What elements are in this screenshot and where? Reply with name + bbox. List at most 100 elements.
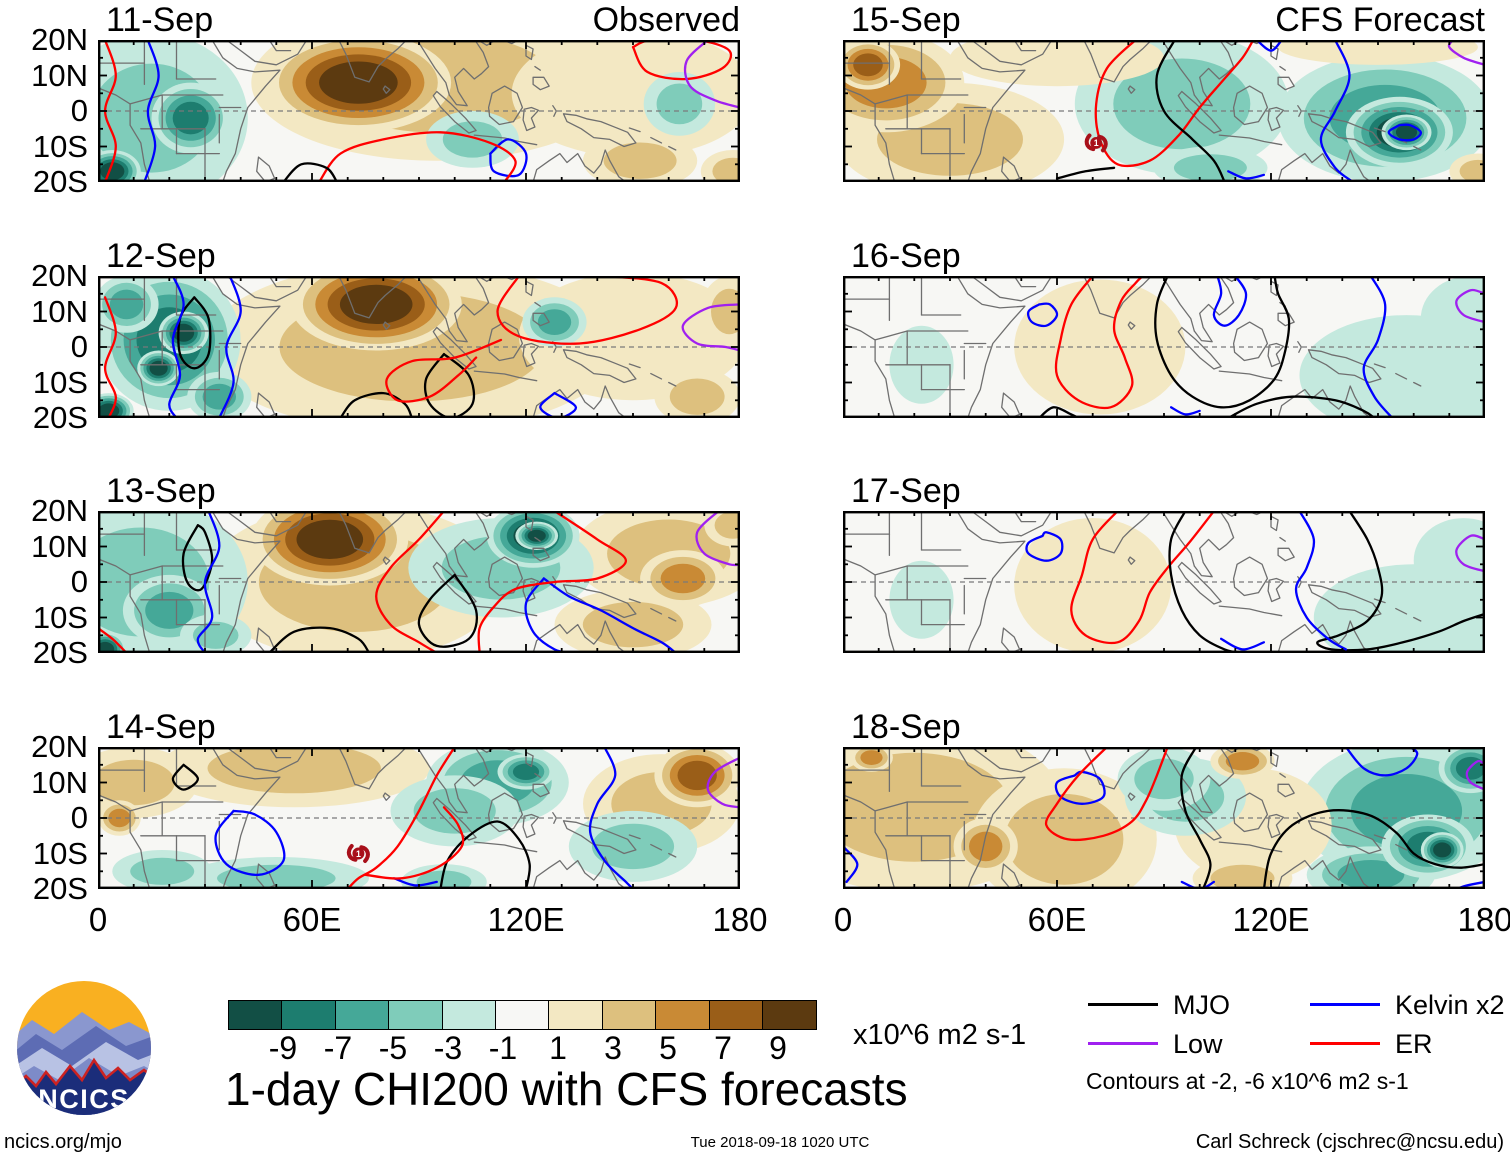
colorbar-cell-8 bbox=[655, 1000, 711, 1030]
contour-kelvin bbox=[1054, 770, 1106, 805]
contour-mjo bbox=[1316, 511, 1485, 652]
coastlines bbox=[843, 747, 1422, 889]
panel-date-11-Sep: 11-Sep bbox=[106, 1, 214, 39]
legend-line-low bbox=[1088, 1042, 1158, 1046]
contour-er bbox=[98, 626, 128, 653]
map-frame bbox=[843, 276, 1485, 418]
map-panel-18-Sep bbox=[843, 747, 1485, 889]
logo-text: NCICS bbox=[38, 1084, 130, 1114]
contour-kelvin bbox=[1212, 276, 1248, 327]
y-axis-label-20N: 20N bbox=[31, 258, 88, 293]
contour-mjo bbox=[417, 573, 479, 648]
contour-kelvin bbox=[168, 276, 185, 418]
contour-kelvin bbox=[218, 276, 242, 418]
y-axis-label-20S: 20S bbox=[32, 635, 88, 670]
y-axis-label-20S: 20S bbox=[32, 400, 88, 435]
footer-credit: Carl Schreck (cjschrec@ncsu.edu) bbox=[1195, 1131, 1504, 1153]
legend-label-low: Low bbox=[1173, 1029, 1223, 1059]
y-axis-label-0: 0 bbox=[70, 564, 88, 599]
map-panel-17-Sep bbox=[843, 511, 1485, 653]
colorbar-level--9: -9 bbox=[268, 1030, 298, 1066]
contour-kelvin bbox=[1180, 880, 1216, 889]
y-axis-label-10N: 10N bbox=[31, 57, 88, 93]
panel-date-15-Sep: 15-Sep bbox=[851, 1, 961, 39]
coastlines bbox=[843, 511, 1422, 653]
contour-er bbox=[477, 511, 628, 653]
map-panel-16-Sep bbox=[843, 276, 1485, 418]
y-axis-label-20S: 20S bbox=[32, 871, 88, 906]
contour-er bbox=[385, 338, 503, 403]
colorbar-level--3: -3 bbox=[433, 1030, 463, 1066]
contour-kelvin bbox=[392, 877, 438, 887]
contour-er bbox=[375, 511, 446, 653]
y-axis-label-20N: 20N bbox=[31, 22, 88, 57]
contour-low bbox=[1447, 40, 1485, 66]
contour-kelvin bbox=[214, 809, 286, 876]
observed-heading: Observed bbox=[592, 1, 740, 39]
contour-low bbox=[706, 756, 740, 809]
contour-kelvin bbox=[1219, 637, 1266, 651]
legend-label-kelvin-x2: Kelvin x2 bbox=[1395, 990, 1505, 1020]
contour-kelvin bbox=[1227, 170, 1266, 180]
contour-er bbox=[103, 296, 117, 418]
colorbar-level-1: 1 bbox=[549, 1030, 567, 1066]
y-axis-label-20N: 20N bbox=[31, 729, 88, 764]
contour-mjo bbox=[1055, 166, 1116, 180]
map-frame bbox=[98, 747, 740, 889]
x-axis-label-120E: 120E bbox=[487, 901, 565, 938]
legend-line-kelvin-x2 bbox=[1310, 1003, 1380, 1007]
contour-er bbox=[346, 747, 456, 889]
x-axis-label-0: 0 bbox=[833, 901, 853, 938]
panel-date-13-Sep: 13-Sep bbox=[106, 472, 216, 510]
colorbar-cell-6 bbox=[548, 1000, 604, 1030]
colorbar-level-5: 5 bbox=[659, 1030, 677, 1066]
contour-mjo bbox=[1154, 276, 1291, 409]
colorbar-cell-3 bbox=[388, 1000, 444, 1030]
colorbar-level--1: -1 bbox=[488, 1030, 518, 1066]
contour-kelvin bbox=[539, 391, 578, 418]
y-axis-label-10N: 10N bbox=[31, 528, 88, 564]
contour-er bbox=[317, 131, 517, 182]
panel-date-18-Sep: 18-Sep bbox=[851, 708, 961, 746]
contour-er bbox=[364, 806, 465, 880]
svg-text:1: 1 bbox=[356, 849, 361, 859]
map-frame bbox=[843, 747, 1485, 889]
contour-kelvin bbox=[1294, 511, 1348, 651]
map-panel-11-Sep bbox=[98, 40, 740, 182]
panel-date-12-Sep: 12-Sep bbox=[106, 237, 216, 275]
y-axis-label-10S: 10S bbox=[32, 599, 88, 635]
colorbar-cell-4 bbox=[441, 1000, 497, 1030]
contour-mjo bbox=[1168, 511, 1244, 653]
contour-low bbox=[1455, 288, 1485, 324]
contour-er bbox=[631, 40, 733, 81]
cfs-forecast-heading: CFS Forecast bbox=[1275, 1, 1485, 39]
map-frame bbox=[843, 511, 1485, 653]
colorbar-level-9: 9 bbox=[769, 1030, 787, 1066]
y-axis-label-10N: 10N bbox=[31, 764, 88, 800]
y-axis-label-10S: 10S bbox=[32, 128, 88, 164]
contour-kelvin bbox=[489, 138, 528, 178]
y-axis-label-10N: 10N bbox=[31, 293, 88, 329]
contour-kelvin bbox=[588, 747, 635, 889]
colorbar-cell-5 bbox=[495, 1000, 551, 1030]
contour-mjo bbox=[282, 162, 339, 182]
contour-mjo bbox=[339, 391, 414, 418]
x-axis-label-180: 180 bbox=[712, 901, 768, 938]
map-panel-12-Sep bbox=[98, 276, 740, 418]
contour-kelvin bbox=[1169, 406, 1201, 416]
svg-text:1: 1 bbox=[1094, 138, 1099, 148]
colorbar-cell-10 bbox=[762, 1000, 818, 1030]
contour-kelvin bbox=[1026, 302, 1059, 328]
coastlines bbox=[98, 276, 677, 418]
contour-kelvin bbox=[542, 577, 677, 653]
contour-mjo bbox=[1227, 395, 1376, 418]
legend-label-er: ER bbox=[1395, 1029, 1433, 1059]
contour-mjo bbox=[423, 352, 476, 418]
contour-kelvin bbox=[1319, 40, 1355, 182]
x-axis-label-60E: 60E bbox=[282, 901, 342, 938]
y-axis-label-10S: 10S bbox=[32, 364, 88, 400]
y-axis-label-20S: 20S bbox=[32, 164, 88, 199]
figure-title: 1-day CHI200 with CFS forecasts bbox=[225, 1063, 908, 1115]
contour-er bbox=[1070, 511, 1216, 645]
map-frame bbox=[98, 276, 740, 418]
